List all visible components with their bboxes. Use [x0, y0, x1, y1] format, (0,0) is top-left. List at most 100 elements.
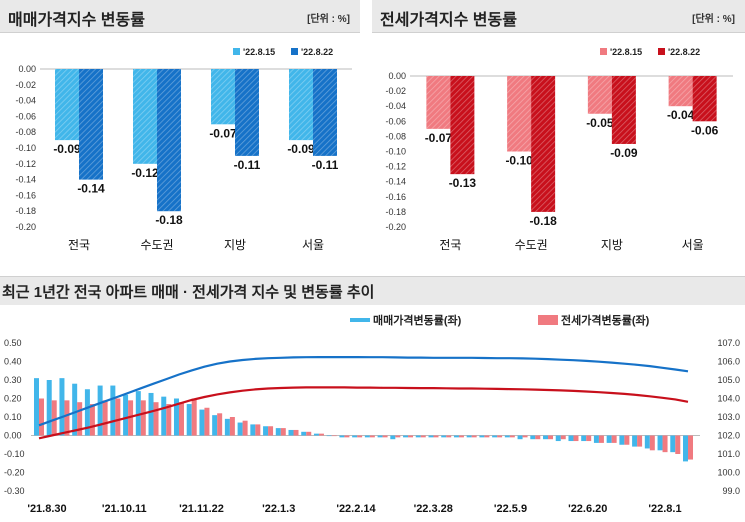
left-axis-tick: -0.10	[4, 449, 25, 459]
data-label-bg	[232, 157, 262, 172]
sale-rate-bar	[339, 435, 345, 438]
jeonse-rate-bar	[318, 433, 324, 436]
sale-rate-bar	[301, 431, 307, 436]
sale-rate-bar	[543, 435, 549, 440]
sale-rate-bar	[466, 435, 472, 438]
data-label-bg	[286, 142, 316, 157]
x-tick-label: '22.6.20	[568, 503, 607, 515]
sale-rate-bar	[224, 418, 230, 436]
y-tick-label: -0.06	[15, 111, 36, 121]
sale-rate-bar	[568, 435, 574, 442]
sale-rate-bar	[199, 409, 205, 436]
left-axis-tick: 0.20	[4, 394, 22, 404]
data-label-bg	[665, 108, 696, 123]
right-chart-title: 전세가격지수 변동률	[380, 12, 517, 29]
left-axis-tick: 0.00	[4, 431, 22, 441]
y-tick-label: -0.14	[385, 177, 406, 187]
sale-rate-bar	[352, 435, 358, 438]
jeonse-rate-bar	[102, 400, 108, 436]
bar-hatch	[692, 76, 717, 122]
sale-rate-bar	[34, 378, 39, 436]
sale-rate-bar	[670, 435, 676, 453]
jeonse-rate-bar	[624, 435, 630, 445]
jeonse-rate-bar	[39, 398, 44, 436]
sale-rate-bar	[148, 392, 154, 436]
x-tick-label: '21.8.30	[27, 503, 66, 515]
x-tick-label: '22.3.28	[414, 503, 453, 515]
bar-hatch	[426, 76, 451, 129]
sale-rate-bar	[530, 435, 536, 440]
jeonse-rate-bar	[522, 435, 528, 438]
y-tick-label: -0.16	[385, 192, 406, 202]
sale-rate-bar	[593, 435, 599, 443]
legend-label-sale: 매매가격변동률(좌)	[373, 313, 462, 327]
left-bar-chart: 0.00 -0.02 -0.04 -0.06 -0.08 -0.10 -0.12 -0.14 -…	[15, 47, 352, 252]
jeonse-rate-bar	[497, 435, 503, 438]
y-tick-label: -0.02	[385, 86, 406, 96]
data-label-bg	[76, 181, 106, 196]
y-tick-label: -0.08	[385, 131, 406, 141]
sale-rate-bar	[186, 404, 192, 436]
bar-hatch	[668, 76, 693, 107]
sale-rate-bar	[581, 435, 587, 442]
jeonse-rate-bar	[548, 435, 554, 440]
left-chart-title: 매매가격지수 변동률	[8, 12, 145, 29]
sale-rate-bar	[173, 398, 179, 436]
data-label-bg	[447, 176, 478, 191]
jeonse-rate-bar	[662, 435, 668, 453]
bar-hatch	[450, 76, 475, 175]
jeonse-rate-bar	[395, 435, 401, 438]
data-label: -0.07	[425, 131, 453, 145]
jeonse-rate-bar	[128, 400, 134, 436]
legend-label: '22.8.22	[301, 47, 333, 57]
jeonse-rate-bar	[344, 435, 350, 438]
category-label: 서울	[682, 238, 704, 252]
jeonse-rate-bar	[586, 435, 592, 442]
jeonse-rate-bar	[242, 420, 248, 436]
category-label: 전국	[68, 238, 90, 252]
data-label-bg	[52, 142, 82, 157]
jeonse-rate-bar	[140, 400, 146, 436]
sale-rate-bar	[59, 378, 65, 436]
sale-rate-bar	[212, 415, 218, 436]
legend-swatch-sale	[350, 318, 370, 322]
y-tick-label: -0.10	[385, 147, 406, 157]
left-axis-tick: 0.50	[4, 338, 22, 348]
x-tick-label: '22.2.14	[336, 503, 376, 515]
data-label: -0.14	[77, 182, 105, 196]
jeonse-rate-bar	[51, 400, 57, 436]
left-axis-tick: -0.30	[4, 486, 25, 496]
data-label-bg	[584, 115, 615, 130]
jeonse-rate-bar	[115, 398, 121, 436]
x-tick-label: '21.11.22	[179, 503, 224, 515]
legend-swatch	[291, 48, 298, 55]
bar-hatch	[507, 76, 532, 152]
sale-rate-bar	[84, 389, 90, 436]
data-label: -0.05	[586, 116, 614, 130]
sale-rate-bar	[237, 422, 243, 436]
y-tick-label: -0.04	[385, 101, 406, 111]
bar-hatch	[79, 69, 103, 180]
data-label-bg	[154, 213, 184, 228]
sale-rate-bar	[263, 426, 269, 436]
jeonse-rate-bar	[293, 429, 299, 436]
x-tick-label: '22.1.3	[262, 503, 295, 515]
legend-swatch-jeonse	[538, 315, 558, 325]
jeonse-rate-bar	[433, 435, 439, 438]
jeonse-rate-bar	[560, 435, 566, 440]
trend-combo-chart: 0.50 0.40 0.30 0.20 0.10 0.00 -0.10 -0.20 -0.30 1…	[4, 313, 740, 515]
jeonse-rate-bar	[382, 435, 388, 438]
left-axis-tick: 0.10	[4, 412, 22, 422]
data-label-bg	[608, 145, 639, 160]
legend-swatch	[600, 48, 607, 55]
sale-rate-bar	[492, 435, 498, 438]
y-tick-label: -0.16	[15, 190, 36, 200]
sale-rate-bar	[46, 380, 52, 436]
x-tick-label: '21.10.11	[102, 503, 147, 515]
right-axis-tick: 103.0	[717, 412, 740, 422]
data-label: -0.07	[209, 126, 237, 140]
data-label: -0.18	[529, 214, 557, 228]
data-label: -0.06	[691, 123, 719, 137]
bar-hatch	[133, 69, 157, 164]
legend-swatch	[658, 48, 665, 55]
